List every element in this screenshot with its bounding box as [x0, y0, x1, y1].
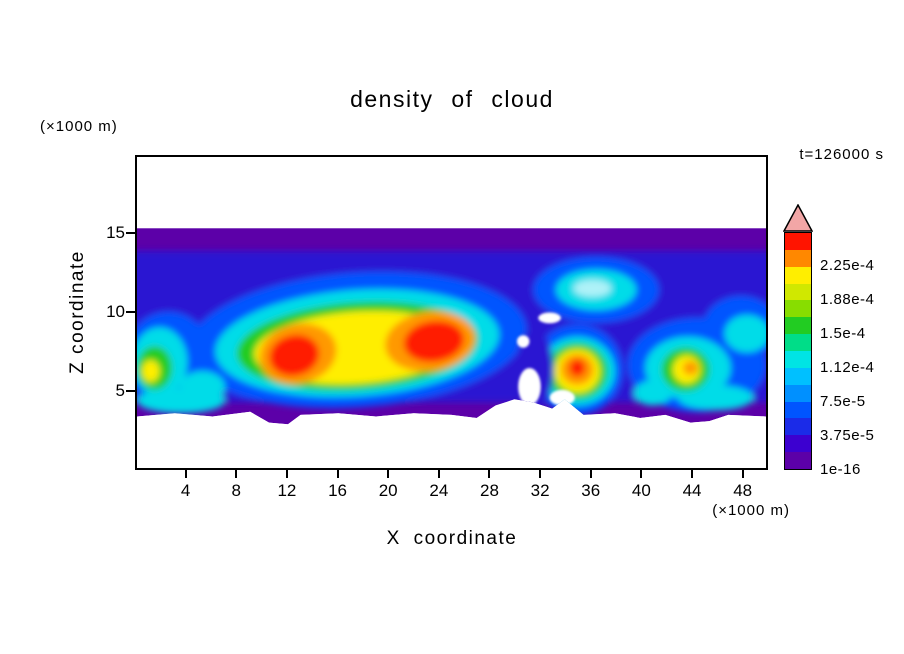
field-feature-lightcyan: [573, 279, 612, 297]
colorbar-tick-label: 1.5e-4: [820, 325, 866, 342]
x-axis-tick-label: 20: [378, 481, 398, 500]
x-axis-tick-label: 8: [231, 481, 241, 500]
field-clipped-group: [137, 228, 766, 425]
field-feature-yellow: [141, 360, 160, 383]
z-axis-tick: [126, 389, 135, 392]
colorbar-segment: [785, 367, 811, 385]
colorbar-tick-label: 1.12e-4: [820, 359, 875, 376]
colorbar-tick-label: 1e-16: [820, 461, 861, 478]
field-holes-group: [516, 312, 575, 406]
x-axis-tick-label: 16: [328, 481, 347, 500]
z-axis-tick-label: 10: [106, 301, 125, 321]
x-axis-tick: [589, 470, 592, 478]
x-axis-title: X coordinate: [386, 528, 518, 549]
colorbar-segment: [785, 317, 811, 335]
x-axis-tick-label: 24: [429, 481, 449, 500]
colorbar-segment: [785, 249, 811, 267]
field-feature-red: [403, 320, 464, 362]
field-feature-cyan: [724, 314, 766, 353]
colorbar-segment: [785, 266, 811, 284]
time-label: t=126000 s: [799, 146, 884, 163]
x-axis-tick: [235, 470, 238, 478]
field-feature-red: [269, 334, 320, 377]
x-axis-tick: [336, 470, 339, 478]
x-axis-tick-label: 12: [277, 481, 297, 500]
field-feature-cyan: [677, 385, 754, 411]
overflow-arrow-shape: [782, 203, 814, 232]
z-axis-tick-label: 5: [115, 380, 125, 400]
x-axis-tick: [741, 470, 744, 478]
colorbar-segment: [785, 283, 811, 301]
chart-title: density of cloud: [350, 86, 554, 112]
colorbar-segment: [785, 418, 811, 436]
colorbar-segment: [785, 351, 811, 368]
colorbar-segment: [785, 401, 811, 419]
z-axis-unit-label: (×1000 m): [40, 118, 118, 135]
plot-area: [135, 155, 768, 470]
colorbar-segment: [785, 300, 811, 318]
x-axis-tick-label: 48: [733, 481, 753, 500]
x-axis-tick: [691, 470, 694, 478]
field-feature-white: [516, 335, 530, 348]
colorbar-tick-label: 1.88e-4: [820, 291, 875, 308]
overflow-arrow-graphic: [782, 203, 814, 232]
field-feature-orange: [682, 360, 699, 375]
field-features-group: [137, 250, 766, 415]
x-axis-tick-label: 40: [631, 481, 651, 500]
field-feature-white: [518, 367, 541, 406]
x-axis-tick: [437, 470, 440, 478]
field-feature-cyan: [633, 380, 672, 406]
colorbar-tick-label: 7.5e-5: [820, 393, 866, 410]
x-axis-tick: [488, 470, 491, 478]
z-axis-tick: [126, 231, 135, 234]
x-axis-tick: [640, 470, 643, 478]
contour-field: [137, 228, 766, 425]
x-axis-tick: [285, 470, 288, 478]
colorbar-segment: [785, 384, 811, 402]
colorbar-overflow-arrow: [782, 203, 814, 232]
colorbar-tick-label: 3.75e-5: [820, 427, 875, 444]
x-axis-tick-label: 36: [581, 481, 601, 500]
x-axis-unit-label: (×1000 m): [712, 502, 790, 519]
colorbar-segment: [785, 435, 811, 453]
z-axis-tick-label: 15: [106, 222, 125, 242]
colorbar-segment: [785, 452, 811, 470]
x-axis-tick-label: 28: [480, 481, 499, 500]
colorbar-segment: [785, 334, 811, 352]
x-axis-tick: [184, 470, 187, 478]
x-axis-tick: [539, 470, 542, 478]
x-axis-tick-label: 44: [682, 481, 702, 500]
field-feature-red: [569, 359, 586, 377]
field-feature-white: [538, 312, 561, 324]
x-axis-tick: [387, 470, 390, 478]
field-feature-white: [549, 389, 575, 406]
x-axis-tick-label: 4: [180, 481, 191, 500]
colorbar: [784, 232, 812, 470]
field-feature-cyan: [137, 388, 226, 414]
colorbar-tick-label: 2.25e-4: [820, 257, 875, 274]
x-axis-tick-label: 32: [530, 481, 550, 500]
z-axis-tick: [126, 310, 135, 313]
colorbar-segment: [785, 233, 811, 250]
